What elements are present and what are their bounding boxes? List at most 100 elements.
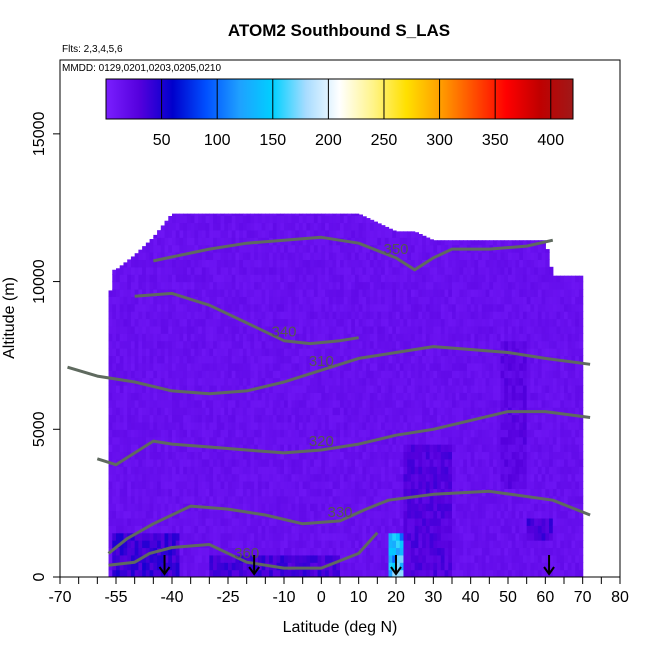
heatmap-cell	[280, 355, 285, 364]
heatmap-cell	[481, 510, 487, 519]
heatmap-cell	[313, 222, 319, 231]
heatmap-cell	[246, 392, 251, 401]
heatmap-cell	[437, 562, 442, 571]
heatmap-cell	[112, 480, 117, 489]
heatmap-cell	[317, 340, 322, 349]
heatmap-cell	[272, 355, 278, 364]
heatmap-cell	[444, 311, 449, 320]
heatmap-cell	[414, 503, 419, 512]
heatmap-cell	[295, 215, 300, 224]
heatmap-cell	[242, 325, 248, 334]
heatmap-cell	[437, 503, 442, 512]
heatmap-cell	[138, 421, 143, 430]
heatmap-cell	[153, 340, 158, 349]
heatmap-cell	[291, 436, 296, 445]
heatmap-cell	[228, 421, 233, 430]
heatmap-cell	[190, 392, 195, 401]
heatmap-cell	[325, 252, 330, 261]
heatmap-cell	[325, 488, 330, 497]
heatmap-cell	[410, 473, 416, 482]
heatmap-cell	[448, 252, 453, 261]
heatmap-cell	[254, 569, 259, 577]
heatmap-cell	[373, 237, 378, 246]
heatmap-cell	[347, 407, 352, 416]
heatmap-cell	[313, 436, 319, 445]
heatmap-cell	[302, 259, 307, 268]
heatmap-cell	[228, 237, 233, 246]
heatmap-cell	[228, 340, 233, 349]
heatmap-cell	[381, 362, 386, 371]
heatmap-cell	[410, 281, 416, 290]
heatmap-cell	[399, 525, 405, 534]
heatmap-cell	[116, 333, 121, 342]
heatmap-cell	[425, 569, 431, 577]
heatmap-cell	[220, 377, 225, 386]
heatmap-cell	[354, 392, 360, 401]
heatmap-cell	[201, 466, 207, 475]
heatmap-cell	[328, 466, 334, 475]
heatmap-cell	[127, 407, 132, 416]
heatmap-cell	[466, 259, 472, 268]
heatmap-cell	[407, 458, 412, 467]
heatmap-cell	[205, 480, 210, 489]
heatmap-cell	[474, 303, 479, 312]
heatmap-cell	[235, 429, 240, 438]
heatmap-cell	[403, 517, 408, 526]
heatmap-cell	[257, 532, 263, 541]
heatmap-cell	[213, 274, 218, 283]
heatmap-cell	[418, 451, 423, 460]
heatmap-cell	[142, 288, 147, 297]
heatmap-cell	[384, 429, 390, 438]
heatmap-cell	[250, 554, 255, 563]
heatmap-cell	[231, 370, 237, 379]
heatmap-cell	[403, 547, 408, 556]
heatmap-cell	[455, 348, 461, 357]
heatmap-cell	[340, 421, 345, 430]
heatmap-cell	[478, 370, 483, 379]
heatmap-cell	[239, 318, 244, 327]
heatmap-cell	[291, 547, 296, 556]
heatmap-cell	[246, 340, 251, 349]
heatmap-cell	[358, 214, 363, 216]
heatmap-cell	[108, 311, 113, 320]
heatmap-cell	[455, 495, 461, 504]
heatmap-cell	[287, 325, 293, 334]
heatmap-cell	[183, 399, 188, 408]
heatmap-cell	[485, 362, 490, 371]
heatmap-cell	[134, 458, 139, 467]
heatmap-cell	[396, 318, 401, 327]
heatmap-cell	[291, 266, 296, 275]
heatmap-cell	[276, 451, 281, 460]
heatmap-cell	[246, 215, 251, 224]
heatmap-cell	[261, 362, 266, 371]
heatmap-cell	[493, 296, 498, 305]
heatmap-cell	[366, 229, 371, 238]
heatmap-cell	[284, 562, 289, 571]
heatmap-cell	[369, 348, 375, 357]
heatmap-cell	[145, 242, 151, 246]
heatmap-cell	[302, 414, 307, 423]
heatmap-cell	[134, 562, 139, 571]
heatmap-cell	[452, 259, 457, 268]
heatmap-cell	[410, 510, 416, 519]
heatmap-cell	[198, 325, 203, 334]
heatmap-cell	[444, 540, 449, 549]
heatmap-cell	[493, 252, 498, 261]
heatmap-cell	[369, 333, 375, 342]
heatmap-cell	[108, 384, 113, 393]
heatmap-cell	[164, 348, 169, 357]
heatmap-cell	[175, 473, 181, 482]
heatmap-cell	[228, 495, 233, 504]
heatmap-cell	[343, 355, 349, 364]
heatmap-cell	[384, 370, 390, 379]
heatmap-cell	[287, 547, 293, 556]
heatmap-cell	[261, 436, 266, 445]
heatmap-cell	[325, 532, 330, 541]
heatmap-cell	[213, 525, 218, 534]
heatmap-cell	[179, 215, 184, 224]
heatmap-cell	[224, 399, 229, 408]
heatmap-cell	[287, 288, 293, 297]
heatmap-cell	[179, 333, 184, 342]
heatmap-cell	[313, 325, 319, 334]
heatmap-cell	[153, 274, 158, 283]
